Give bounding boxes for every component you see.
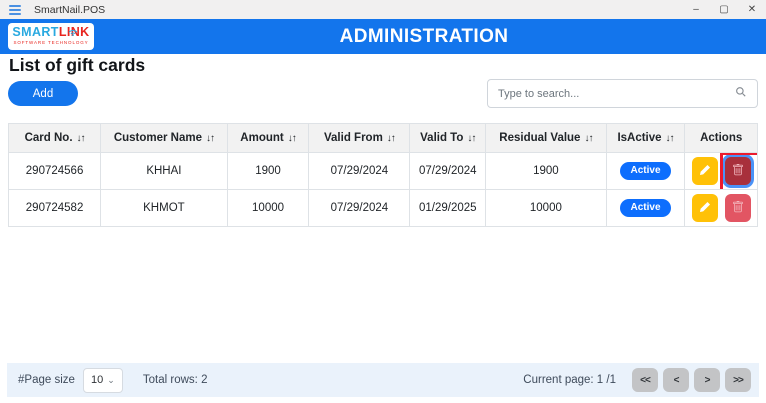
gift-cards-table: Card No. ↓↑ Customer Name ↓↑ Amount ↓↑ Vali… — [7, 123, 758, 227]
edit-button[interactable] — [691, 194, 718, 222]
col-header-is-active[interactable]: IsActive ↓↑ — [605, 123, 686, 153]
cell-valid-to: 07/29/2024 — [409, 152, 487, 190]
window-title: SmartNail.POS — [34, 3, 106, 16]
col-header-amount[interactable]: Amount ↓↑ — [226, 123, 310, 153]
cell-amount: 1900 — [226, 152, 310, 190]
table-row: 290724566 KHHAI 1900 07/29/2024 07/29/20… — [7, 152, 758, 190]
col-header-actions: Actions — [684, 123, 758, 153]
status-badge: Active — [620, 162, 671, 180]
page-size-label: #Page size — [18, 374, 75, 386]
cell-customer-name: KHHAI — [100, 152, 228, 190]
page-title: List of gift cards — [9, 55, 146, 75]
pencil-icon — [699, 164, 711, 179]
col-header-valid-from[interactable]: Valid From ↓↑ — [308, 123, 411, 153]
cell-card-no: 290724566 — [7, 152, 102, 190]
pager: << < > >> — [632, 368, 751, 392]
cell-is-active: Active — [605, 189, 686, 227]
add-button[interactable]: Add — [8, 81, 78, 106]
sort-icon: ↓↑ — [386, 133, 396, 144]
sort-icon: ↓↑ — [467, 133, 476, 144]
smartlink-logo: SMARTLINK SOFTWARE TECHNOLOGY — [8, 23, 94, 50]
col-header-customer-name[interactable]: Customer Name ↓↑ — [100, 123, 228, 153]
sort-icon: ↓↑ — [206, 133, 215, 144]
table-row: 290724582 KHMOT 10000 07/29/2024 01/29/2… — [7, 189, 758, 227]
cell-actions — [684, 189, 758, 227]
trash-icon — [732, 200, 744, 216]
total-rows-label: Total rows: 2 — [142, 374, 208, 386]
sort-icon: ↓↑ — [584, 133, 593, 144]
maximize-icon[interactable]: ▢ — [719, 4, 729, 15]
col-header-card-no[interactable]: Card No. ↓↑ — [7, 123, 102, 153]
logo-tagline: SOFTWARE TECHNOLOGY — [13, 39, 89, 45]
delete-button[interactable] — [724, 194, 751, 222]
pagination-bar: #Page size 10 ⌄ Total rows: 2 Current pa… — [7, 363, 759, 397]
next-page-button[interactable]: > — [694, 368, 720, 392]
sort-icon: ↓↑ — [665, 133, 675, 144]
prev-page-button[interactable]: < — [663, 368, 689, 392]
cell-valid-from: 07/29/2024 — [308, 152, 411, 190]
cell-card-no: 290724582 — [7, 189, 102, 227]
cell-actions — [684, 152, 758, 190]
window-titlebar: SmartNail.POS – ▢ ✕ — [0, 0, 766, 19]
logo-text: SMARTLINK — [12, 25, 90, 39]
hamburger-menu-icon[interactable] — [0, 0, 30, 19]
sort-icon: ↓↑ — [287, 133, 297, 144]
first-page-button[interactable]: << — [632, 368, 658, 392]
cell-is-active: Active — [605, 152, 686, 190]
sort-icon: ↓↑ — [76, 133, 86, 144]
page-section-title: ADMINISTRATION — [339, 25, 509, 47]
status-badge: Active — [620, 199, 671, 217]
page-size-select[interactable]: 10 ⌄ — [82, 367, 123, 393]
window-controls: – ▢ ✕ — [682, 0, 766, 19]
cell-residual-value: 10000 — [485, 189, 607, 227]
chevron-down-icon: ⌄ — [107, 374, 115, 385]
search-icon — [735, 85, 747, 103]
col-header-valid-to[interactable]: Valid To ↓↑ — [409, 123, 487, 153]
app-header: SMARTLINK SOFTWARE TECHNOLOGY ADMINISTRA… — [0, 19, 766, 54]
trash-icon — [732, 163, 744, 179]
edit-button[interactable] — [691, 157, 718, 185]
search-input[interactable] — [498, 87, 735, 100]
delete-button[interactable] — [724, 157, 751, 185]
wifi-icon — [68, 24, 78, 40]
cell-valid-from: 07/29/2024 — [308, 189, 411, 227]
current-page-label: Current page: 1 /1 — [523, 374, 616, 386]
pencil-icon — [699, 201, 711, 216]
minimize-icon[interactable]: – — [693, 4, 699, 15]
close-icon[interactable]: ✕ — [747, 4, 757, 15]
cell-valid-to: 01/29/2025 — [409, 189, 487, 227]
cell-customer-name: KHMOT — [100, 189, 228, 227]
cell-residual-value: 1900 — [485, 152, 607, 190]
last-page-button[interactable]: >> — [725, 368, 751, 392]
table-header-row: Card No. ↓↑ Customer Name ↓↑ Amount ↓↑ Vali… — [7, 123, 758, 153]
search-box — [487, 79, 758, 108]
col-header-residual-value[interactable]: Residual Value ↓↑ — [485, 123, 607, 153]
cell-amount: 10000 — [226, 189, 310, 227]
